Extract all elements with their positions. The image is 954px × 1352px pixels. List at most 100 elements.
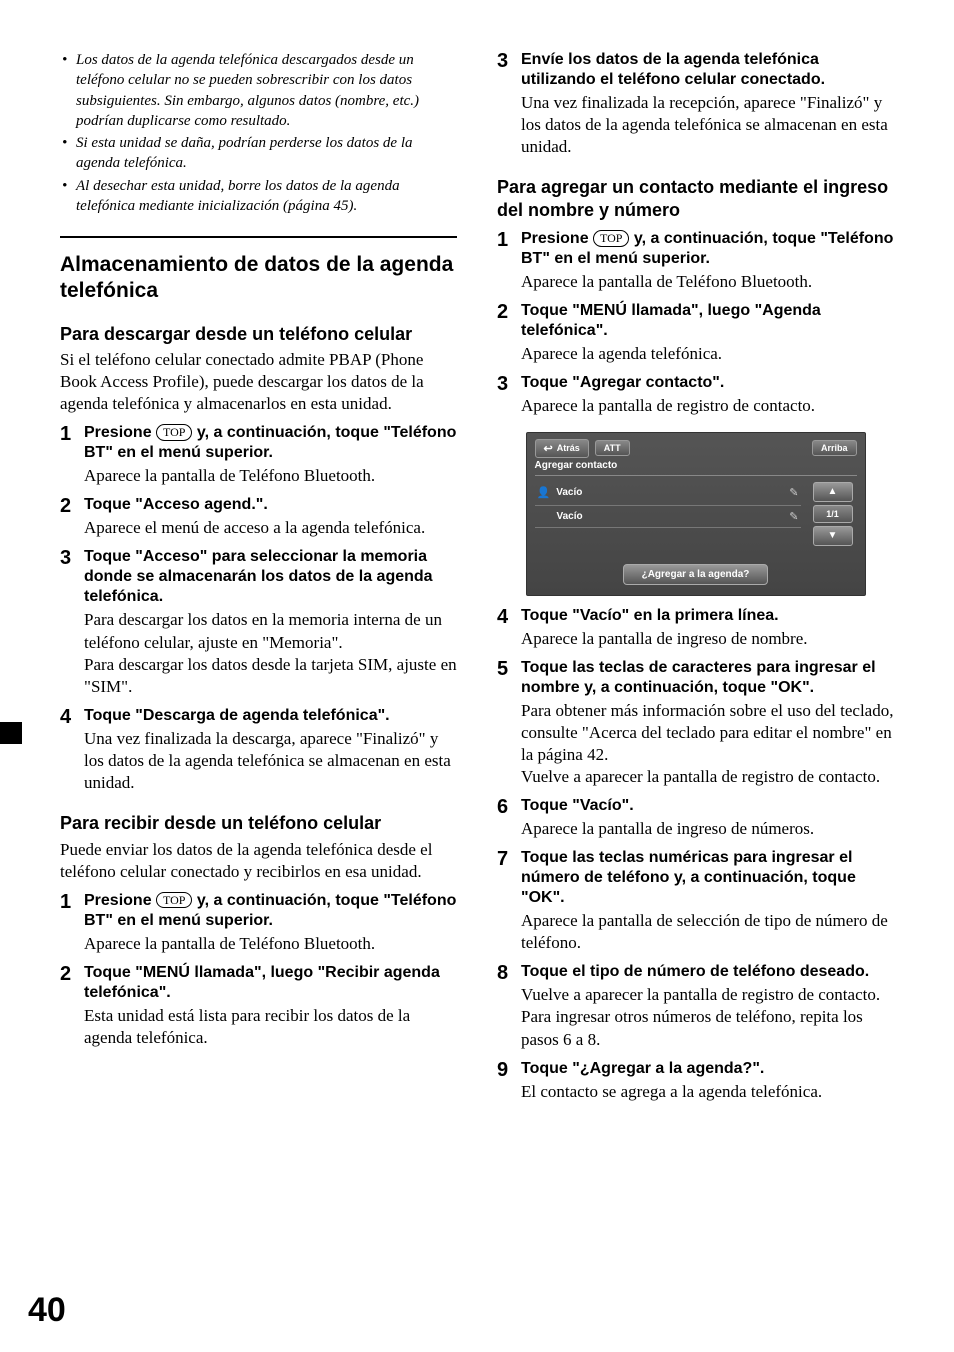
- step-heading: Envíe los datos de la agenda telefónica …: [521, 50, 894, 90]
- contact-name-row[interactable]: 👤 Vacío ✎: [535, 482, 801, 503]
- note-item: Al desechar esta unidad, borre los datos…: [76, 176, 457, 217]
- step-number: 3: [60, 547, 84, 697]
- step: 6 Toque "Vacío". Aparece la pantalla de …: [497, 796, 894, 840]
- top-button-icon: TOP: [156, 892, 192, 908]
- right-column: 3 Envíe los datos de la agenda telefónic…: [497, 50, 894, 1103]
- step-text: Presione: [521, 230, 593, 247]
- intro-text: Puede enviar los datos de la agenda tele…: [60, 839, 457, 883]
- step: 2 Toque "MENÚ llamada", luego "Recibir a…: [60, 963, 457, 1049]
- step: 3 Envíe los datos de la agenda telefónic…: [497, 50, 894, 158]
- notes-list: Los datos de la agenda telefónica descar…: [60, 50, 457, 216]
- nav-up-button[interactable]: ▲: [813, 482, 853, 502]
- step-description: Aparece la pantalla de ingreso de nombre…: [521, 628, 894, 650]
- step-number: 2: [60, 495, 84, 539]
- up-button[interactable]: Arriba: [812, 440, 857, 456]
- step: 7 Toque las teclas numéricas para ingres…: [497, 848, 894, 954]
- step-description: El contacto se agrega a la agenda telefó…: [521, 1081, 894, 1103]
- side-tab: [0, 722, 22, 744]
- note-item: Si esta unidad se daña, podrían perderse…: [76, 133, 457, 174]
- step-heading: Toque "Agregar contacto".: [521, 373, 894, 393]
- section-divider: [60, 236, 457, 238]
- step-number: 9: [497, 1059, 521, 1103]
- step-number: 3: [497, 50, 521, 158]
- step-description: Una vez finalizada la recepción, aparece…: [521, 92, 894, 158]
- intro-text: Si el teléfono celular conectado admite …: [60, 349, 457, 415]
- step-text: Presione: [84, 892, 156, 909]
- subsection-title: Para descargar desde un teléfono celular: [60, 323, 457, 346]
- step-number: 1: [60, 891, 84, 955]
- step: 4 Toque "Vacío" en la primera línea. Apa…: [497, 606, 894, 650]
- step-description: Aparece la pantalla de selección de tipo…: [521, 910, 894, 954]
- page-indicator: 1/1: [813, 505, 853, 523]
- step-heading: Toque "Descarga de agenda telefónica".: [84, 706, 457, 726]
- step: 9 Toque "¿Agregar a la agenda?". El cont…: [497, 1059, 894, 1103]
- section-title: Almacenamiento de datos de la agenda tel…: [60, 252, 457, 305]
- add-to-phonebook-button[interactable]: ¿Agregar a la agenda?: [623, 564, 769, 585]
- step-number: 7: [497, 848, 521, 954]
- note-item: Los datos de la agenda telefónica descar…: [76, 50, 457, 131]
- step-heading: Toque "MENÚ llamada", luego "Agenda tele…: [521, 301, 894, 341]
- step: 8 Toque el tipo de número de teléfono de…: [497, 962, 894, 1050]
- device-screenshot: ↩Atrás ATT Arriba Agregar contacto 👤 Vac…: [497, 432, 894, 596]
- step: 3 Toque "Acceso" para seleccionar la mem…: [60, 547, 457, 697]
- step-heading: Toque las teclas numéricas para ingresar…: [521, 848, 894, 908]
- step-number: 3: [497, 373, 521, 417]
- step-description: Aparece el menú de acceso a la agenda te…: [84, 517, 457, 539]
- step-text: Presione: [84, 424, 156, 441]
- back-button[interactable]: ↩Atrás: [535, 439, 589, 458]
- step-description: Aparece la pantalla de Teléfono Bluetoot…: [521, 271, 894, 293]
- step-heading: Toque "Vacío".: [521, 796, 894, 816]
- page-number: 40: [28, 1291, 66, 1330]
- step-description: Vuelve a aparecer la pantalla de registr…: [521, 984, 894, 1050]
- step-description: Aparece la pantalla de ingreso de número…: [521, 818, 894, 840]
- att-button[interactable]: ATT: [595, 440, 630, 456]
- step-number: 4: [497, 606, 521, 650]
- contact-number-row[interactable]: Vacío ✎: [535, 505, 801, 528]
- subsection-title: Para agregar un contacto mediante el ing…: [497, 176, 894, 221]
- empty-label: Vacío: [557, 511, 784, 522]
- step: 4 Toque "Descarga de agenda telefónica".…: [60, 706, 457, 794]
- step: 1 Presione TOP y, a continuación, toque …: [497, 229, 894, 293]
- step: 2 Toque "MENÚ llamada", luego "Agenda te…: [497, 301, 894, 365]
- step-heading: Toque las teclas de caracteres para ingr…: [521, 658, 894, 698]
- step-number: 1: [60, 423, 84, 487]
- step-number: 5: [497, 658, 521, 788]
- left-column: Los datos de la agenda telefónica descar…: [60, 50, 457, 1103]
- top-button-icon: TOP: [156, 424, 192, 440]
- step-number: 2: [60, 963, 84, 1049]
- step-number: 1: [497, 229, 521, 293]
- step-number: 6: [497, 796, 521, 840]
- edit-icon: ✎: [789, 486, 798, 499]
- subsection-title: Para recibir desde un teléfono celular: [60, 812, 457, 835]
- step: 5 Toque las teclas de caracteres para in…: [497, 658, 894, 788]
- step-heading: Toque "Vacío" en la primera línea.: [521, 606, 894, 626]
- step-heading: Toque "Acceso" para seleccionar la memor…: [84, 547, 457, 607]
- step-description: Aparece la pantalla de registro de conta…: [521, 395, 894, 417]
- step-description: Esta unidad está lista para recibir los …: [84, 1005, 457, 1049]
- step: 1 Presione TOP y, a continuación, toque …: [60, 423, 457, 487]
- step-number: 4: [60, 706, 84, 794]
- step-heading: Presione TOP y, a continuación, toque "T…: [84, 891, 457, 931]
- step: 2 Toque "Acceso agend.". Aparece el menú…: [60, 495, 457, 539]
- step-description: Aparece la pantalla de Teléfono Bluetoot…: [84, 465, 457, 487]
- step-heading: Toque el tipo de número de teléfono dese…: [521, 962, 894, 982]
- step: 3 Toque "Agregar contacto". Aparece la p…: [497, 373, 894, 417]
- back-label: Atrás: [557, 443, 580, 453]
- step-heading: Toque "MENÚ llamada", luego "Recibir age…: [84, 963, 457, 1003]
- step-description: Una vez finalizada la descarga, aparece …: [84, 728, 457, 794]
- step: 1 Presione TOP y, a continuación, toque …: [60, 891, 457, 955]
- nav-down-button[interactable]: ▼: [813, 526, 853, 546]
- step-heading: Presione TOP y, a continuación, toque "T…: [84, 423, 457, 463]
- step-description: Aparece la pantalla de Teléfono Bluetoot…: [84, 933, 457, 955]
- screen-title: Agregar contacto: [535, 460, 857, 471]
- step-heading: Toque "¿Agregar a la agenda?".: [521, 1059, 894, 1079]
- step-description: Aparece la agenda telefónica.: [521, 343, 894, 365]
- step-description: Para obtener más información sobre el us…: [521, 700, 894, 788]
- step-number: 8: [497, 962, 521, 1050]
- two-column-layout: Los datos de la agenda telefónica descar…: [60, 50, 894, 1103]
- step-number: 2: [497, 301, 521, 365]
- top-button-icon: TOP: [593, 230, 629, 246]
- person-icon: 👤: [537, 486, 551, 499]
- step-heading: Toque "Acceso agend.".: [84, 495, 457, 515]
- step-description: Para descargar los datos en la memoria i…: [84, 609, 457, 697]
